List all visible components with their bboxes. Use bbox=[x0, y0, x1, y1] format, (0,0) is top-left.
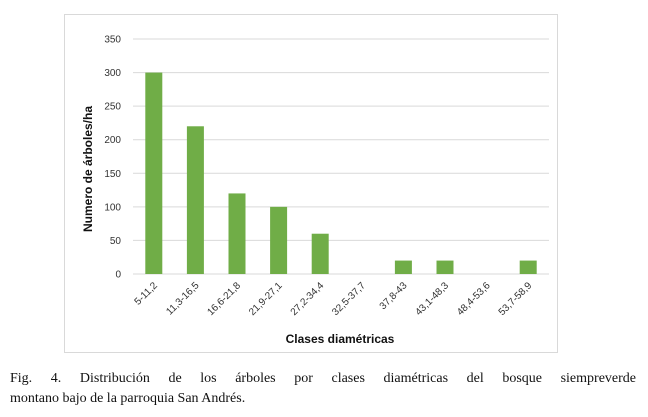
bar bbox=[186, 126, 204, 275]
caption-line-1: Fig. 4. Distribución de los árboles por … bbox=[10, 371, 636, 386]
chart-frame: 0 50 100 150 200 250 300 350 5-11,2 11,3-16,5 16,… bbox=[64, 14, 558, 353]
figure-caption: Fig. 4. Distribución de los árboles por … bbox=[10, 369, 636, 409]
y-tick-label: 50 bbox=[110, 236, 122, 247]
y-tick-label: 0 bbox=[115, 270, 121, 281]
x-tick-label: 32,5-37,7 bbox=[330, 280, 368, 318]
y-axis-title: Numero de árboles/ha bbox=[81, 106, 95, 232]
y-tick-label: 350 bbox=[104, 35, 121, 46]
bar bbox=[145, 72, 163, 274]
bar bbox=[436, 260, 454, 274]
caption-line-2: montano bajo de la parroquia San Andrés. bbox=[10, 391, 246, 406]
bar bbox=[519, 260, 537, 274]
bar-chart: 0 50 100 150 200 250 300 350 5-11,2 11,3-16,5 16,… bbox=[81, 35, 549, 346]
bar bbox=[228, 193, 246, 274]
bars bbox=[145, 72, 537, 275]
y-tick-label: 200 bbox=[104, 135, 121, 146]
x-tick-label: 37,8-43 bbox=[378, 280, 410, 312]
x-tick-label: 5-11,2 bbox=[133, 280, 161, 308]
y-tick-label: 250 bbox=[104, 102, 121, 113]
y-tick-label: 150 bbox=[104, 169, 121, 180]
x-tick-label: 21,9-27,1 bbox=[247, 280, 285, 318]
x-tick-label: 43,1-48,3 bbox=[413, 280, 451, 318]
x-axis-ticks: 5-11,2 11,3-16,5 16,6-21,8 21,9-27,1 27,2-34… bbox=[133, 280, 535, 318]
bar bbox=[270, 206, 288, 274]
y-tick-label: 300 bbox=[104, 68, 121, 79]
x-tick-label: 48,4-53,6 bbox=[455, 280, 493, 318]
y-tick-label: 100 bbox=[104, 202, 121, 213]
bar bbox=[394, 260, 412, 274]
x-tick-label: 11,3-16,5 bbox=[164, 280, 201, 317]
bar bbox=[311, 233, 329, 274]
x-tick-label: 27,2-34,4 bbox=[289, 280, 327, 318]
y-axis-ticks: 0 50 100 150 200 250 300 350 bbox=[104, 35, 121, 281]
x-axis-title: Clases diamétricas bbox=[286, 332, 395, 346]
x-tick-label: 53,7-58,9 bbox=[497, 280, 535, 318]
x-tick-label: 16,6-21,8 bbox=[205, 280, 243, 318]
